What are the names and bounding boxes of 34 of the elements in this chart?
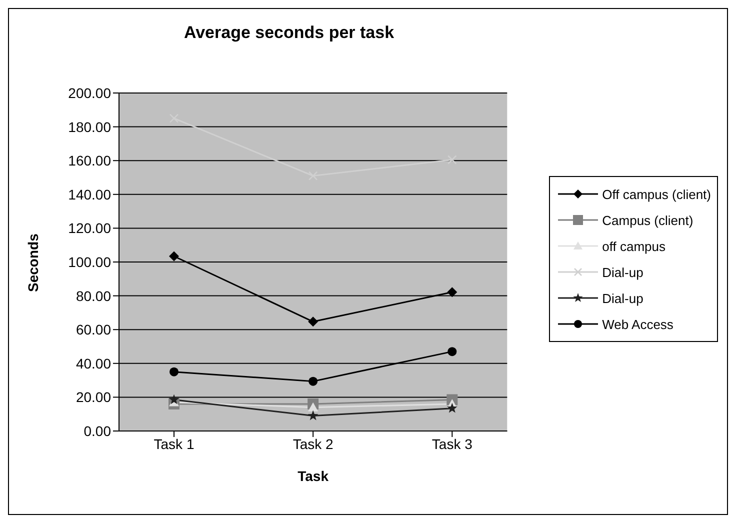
y-axis-title: Seconds bbox=[24, 233, 41, 292]
point bbox=[448, 347, 457, 356]
y-tick-label: 20.00 bbox=[76, 389, 112, 406]
y-tick-label: 40.00 bbox=[76, 355, 112, 372]
y-tick-label: 200.00 bbox=[68, 84, 112, 101]
y-tick-label: 140.00 bbox=[68, 186, 112, 202]
legend-label: Campus (client) bbox=[602, 212, 694, 228]
point bbox=[308, 410, 318, 420]
x-tick-label: Task 3 bbox=[432, 436, 473, 452]
y-tick-label: 0.00 bbox=[84, 422, 112, 439]
y-tick-label: 120.00 bbox=[68, 220, 112, 236]
x-tick-label: Task 2 bbox=[292, 436, 334, 452]
point bbox=[170, 367, 178, 376]
point bbox=[447, 155, 457, 164]
y-tick-label: 100.00 bbox=[68, 254, 112, 270]
y-tick-label: 60.00 bbox=[76, 322, 112, 338]
point bbox=[168, 394, 180, 404]
point bbox=[169, 251, 179, 262]
y-tick-label: 80.00 bbox=[76, 288, 112, 304]
y-tick-label: 180.00 bbox=[68, 118, 112, 135]
legend-label: Off campus (client) bbox=[602, 186, 711, 202]
point bbox=[308, 376, 318, 386]
point bbox=[446, 402, 458, 413]
point bbox=[308, 402, 318, 412]
legend-label: Dial-up bbox=[602, 290, 644, 306]
legend-label: off campus bbox=[602, 238, 666, 254]
y-tick-label: 160.00 bbox=[68, 152, 112, 169]
x-tick-label: Task 1 bbox=[154, 436, 194, 452]
legend-label: Dial-up bbox=[602, 264, 644, 280]
point bbox=[308, 316, 318, 327]
chart-title: Average seconds per task bbox=[182, 23, 396, 43]
point bbox=[447, 287, 458, 298]
legend-label: Web Access bbox=[602, 316, 674, 332]
x-axis-title: Task bbox=[298, 468, 329, 484]
